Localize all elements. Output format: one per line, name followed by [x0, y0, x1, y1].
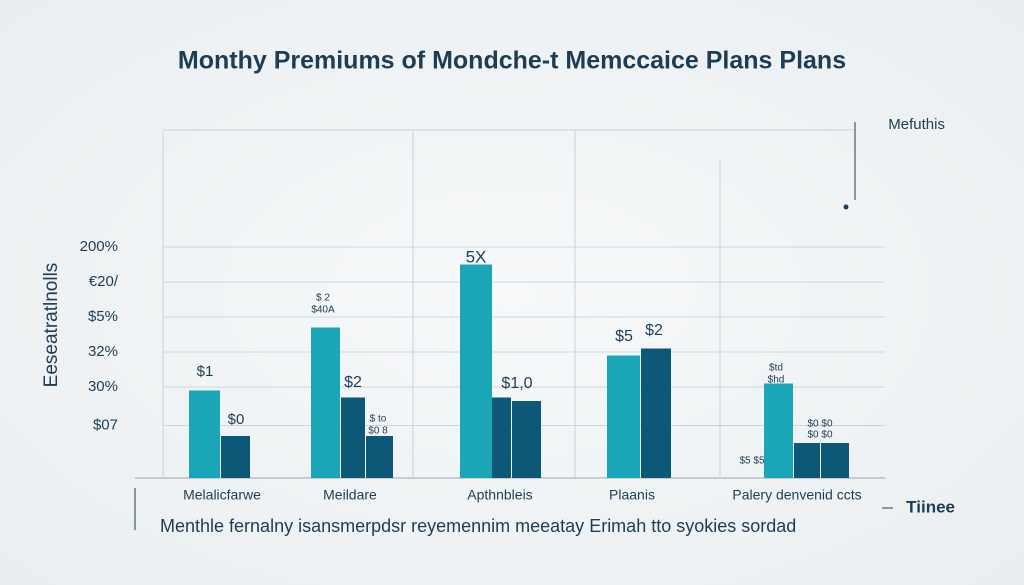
dot	[843, 204, 849, 210]
chart-title: Monthy Premiums of Mondche-t Memccaice P…	[178, 47, 846, 75]
bar	[221, 436, 250, 478]
bar-annotation: $ 2	[316, 293, 330, 304]
bar-annotation: $0 $0	[807, 430, 832, 441]
bar	[311, 327, 340, 478]
bar	[492, 397, 511, 478]
bar-annotation: $40A	[311, 305, 335, 316]
bar	[460, 264, 492, 478]
bar	[821, 443, 849, 478]
y-axis-label: Eeseatratlnolls	[41, 263, 62, 388]
y-tick-label: $5%	[88, 308, 118, 325]
bar	[794, 443, 820, 478]
y-tick-label: 32%	[88, 343, 118, 360]
bar-annotation: $2	[344, 374, 362, 391]
bar-annotation: $1	[197, 363, 214, 380]
x-tick-label: Plaanis	[609, 487, 655, 503]
bar	[512, 401, 541, 478]
bar-annotation: $td	[769, 363, 783, 374]
y-tick-label: 30%	[88, 378, 118, 395]
bar-annotation: $hd	[768, 375, 785, 386]
bar-annotation: 5X	[466, 247, 487, 266]
bar	[189, 390, 220, 478]
bar	[607, 355, 640, 478]
x-tick-label: Apthnbleis	[467, 487, 532, 503]
bar-annotation: $5	[615, 328, 633, 345]
x-tick-label: Palery denvenid ccts	[732, 487, 861, 503]
bar	[366, 436, 393, 478]
bar-annotation: $1,0	[501, 375, 532, 392]
x-tick-label: Melalicfarwe	[183, 487, 261, 503]
bar-annotation: $0	[228, 411, 245, 428]
x-axis-label: Tiinee	[906, 497, 955, 516]
bar-annotation: $5 $5	[739, 456, 764, 467]
bar-annotation: $0 $0	[807, 419, 832, 430]
x-tick-label: Meildare	[323, 487, 377, 503]
y-tick-label: €20/	[89, 273, 119, 290]
bar-annotation: $2	[645, 322, 663, 339]
bar	[341, 397, 365, 478]
bar-annotation: $0 8	[368, 426, 388, 437]
bar	[641, 348, 671, 478]
y-tick-label: 200%	[80, 238, 118, 255]
bar	[764, 383, 793, 478]
bar-annotation: $ to	[370, 414, 387, 425]
caption: Menthle fernalny isansmerpdsr reyemennim…	[160, 516, 796, 536]
y-tick-label: $07	[93, 416, 118, 433]
legend-text: Mefuthis	[888, 116, 945, 133]
